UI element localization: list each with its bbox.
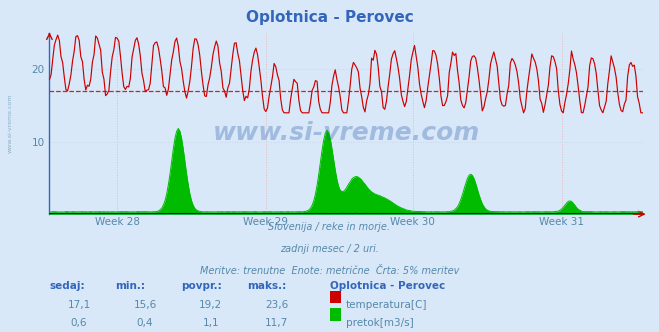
Text: Meritve: trenutne  Enote: metrične  Črta: 5% meritev: Meritve: trenutne Enote: metrične Črta: … xyxy=(200,266,459,276)
Text: min.:: min.: xyxy=(115,281,146,290)
Text: povpr.:: povpr.: xyxy=(181,281,222,290)
Text: Oplotnica - Perovec: Oplotnica - Perovec xyxy=(246,10,413,25)
Text: www.si-vreme.com: www.si-vreme.com xyxy=(212,121,480,145)
Text: 1,1: 1,1 xyxy=(202,318,219,328)
Text: 23,6: 23,6 xyxy=(265,300,289,310)
Text: zadnji mesec / 2 uri.: zadnji mesec / 2 uri. xyxy=(280,244,379,254)
Text: 17,1: 17,1 xyxy=(67,300,91,310)
Text: Slovenija / reke in morje.: Slovenija / reke in morje. xyxy=(268,222,391,232)
Text: 15,6: 15,6 xyxy=(133,300,157,310)
Text: www.si-vreme.com: www.si-vreme.com xyxy=(8,93,13,153)
Text: Oplotnica - Perovec: Oplotnica - Perovec xyxy=(330,281,445,290)
Text: temperatura[C]: temperatura[C] xyxy=(346,300,428,310)
Text: 11,7: 11,7 xyxy=(265,318,289,328)
Text: 0,4: 0,4 xyxy=(136,318,154,328)
Text: 0,6: 0,6 xyxy=(71,318,88,328)
Text: sedaj:: sedaj: xyxy=(49,281,85,290)
Text: maks.:: maks.: xyxy=(247,281,287,290)
Text: 19,2: 19,2 xyxy=(199,300,223,310)
Text: pretok[m3/s]: pretok[m3/s] xyxy=(346,318,414,328)
